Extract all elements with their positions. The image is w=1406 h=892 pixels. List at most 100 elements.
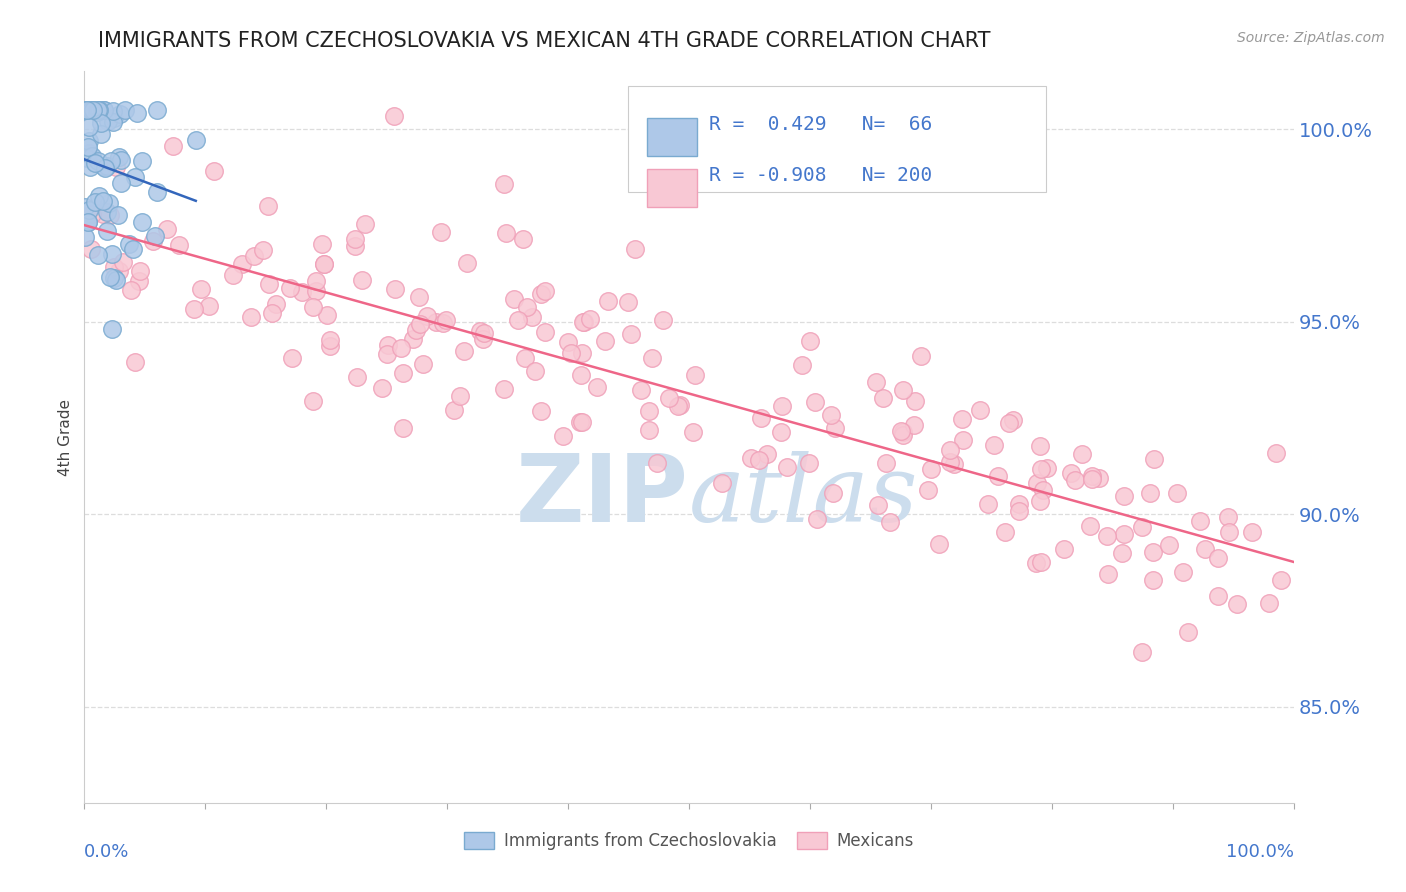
Point xyxy=(280,351,302,366)
Point xyxy=(408,290,430,304)
Point xyxy=(797,456,820,470)
Point xyxy=(1032,483,1054,498)
Point xyxy=(93,103,115,117)
Point xyxy=(1060,467,1083,481)
Point xyxy=(103,260,125,274)
Point xyxy=(969,402,991,417)
Point xyxy=(100,153,122,168)
Point xyxy=(1095,529,1118,543)
Point xyxy=(776,460,799,475)
Point xyxy=(389,341,412,355)
Point xyxy=(105,273,128,287)
Point xyxy=(983,438,1005,452)
Point xyxy=(76,103,98,117)
Point xyxy=(82,103,104,117)
Point xyxy=(1080,468,1102,483)
Point xyxy=(146,103,169,117)
Point xyxy=(97,195,120,210)
Point xyxy=(343,239,366,253)
Point xyxy=(242,248,264,262)
Point xyxy=(658,392,681,406)
Point xyxy=(1112,527,1135,541)
Point xyxy=(94,161,117,175)
Point xyxy=(620,326,643,341)
Point xyxy=(1008,498,1031,512)
Point xyxy=(585,380,607,394)
Point xyxy=(638,403,661,417)
Point xyxy=(630,383,652,397)
Point xyxy=(569,415,592,429)
Point xyxy=(824,421,846,435)
Point xyxy=(83,194,105,209)
Point xyxy=(638,423,661,437)
Point xyxy=(1029,555,1052,569)
Point xyxy=(77,120,100,134)
Point xyxy=(560,345,582,359)
Point xyxy=(105,160,128,174)
Point xyxy=(312,257,335,271)
Point xyxy=(371,381,394,395)
Point xyxy=(125,106,148,120)
Point xyxy=(1078,519,1101,533)
Point xyxy=(222,268,245,282)
Point xyxy=(82,103,104,117)
Point xyxy=(101,103,124,118)
Point xyxy=(80,149,103,163)
Point xyxy=(120,283,142,297)
Point xyxy=(1240,524,1263,539)
Point xyxy=(799,334,821,348)
Point xyxy=(91,194,114,209)
Point xyxy=(471,332,494,346)
Point xyxy=(131,153,153,168)
FancyBboxPatch shape xyxy=(628,86,1046,192)
Point xyxy=(260,305,283,319)
Point xyxy=(502,293,524,307)
Point xyxy=(409,317,432,331)
Point xyxy=(1111,546,1133,560)
Point xyxy=(910,349,932,363)
Point xyxy=(89,103,111,117)
Point xyxy=(346,369,368,384)
Point xyxy=(1053,541,1076,556)
Point xyxy=(1218,524,1240,539)
Text: 100.0%: 100.0% xyxy=(1226,843,1294,861)
Point xyxy=(492,177,515,191)
Point xyxy=(311,236,333,251)
Text: Source: ZipAtlas.com: Source: ZipAtlas.com xyxy=(1237,31,1385,45)
Point xyxy=(1226,597,1249,611)
Point xyxy=(91,159,114,173)
Point xyxy=(1029,439,1052,453)
Point xyxy=(530,287,553,301)
Point xyxy=(710,476,733,491)
Point xyxy=(998,416,1021,430)
Point xyxy=(240,310,263,324)
Point xyxy=(122,242,145,256)
Text: R = -0.908   N= 200: R = -0.908 N= 200 xyxy=(710,166,932,185)
Point xyxy=(623,242,645,256)
Point xyxy=(920,462,942,476)
Point xyxy=(804,395,827,409)
Point xyxy=(987,469,1010,483)
Point xyxy=(128,264,150,278)
Point xyxy=(405,323,427,337)
Point xyxy=(162,138,184,153)
Point xyxy=(1194,541,1216,556)
Point xyxy=(256,199,278,213)
Point xyxy=(290,285,312,299)
Point xyxy=(472,326,495,341)
Point xyxy=(879,515,901,529)
Point xyxy=(1142,573,1164,587)
Point xyxy=(377,338,399,352)
Point xyxy=(87,103,110,117)
Point xyxy=(302,301,325,315)
Point xyxy=(512,232,534,246)
Point xyxy=(1081,472,1104,486)
Point xyxy=(1114,489,1136,503)
Point xyxy=(1216,510,1239,524)
Point xyxy=(143,228,166,243)
Point xyxy=(77,215,100,229)
Point xyxy=(596,294,619,309)
Point xyxy=(551,429,574,443)
Point xyxy=(79,160,101,174)
Point xyxy=(1025,556,1047,570)
